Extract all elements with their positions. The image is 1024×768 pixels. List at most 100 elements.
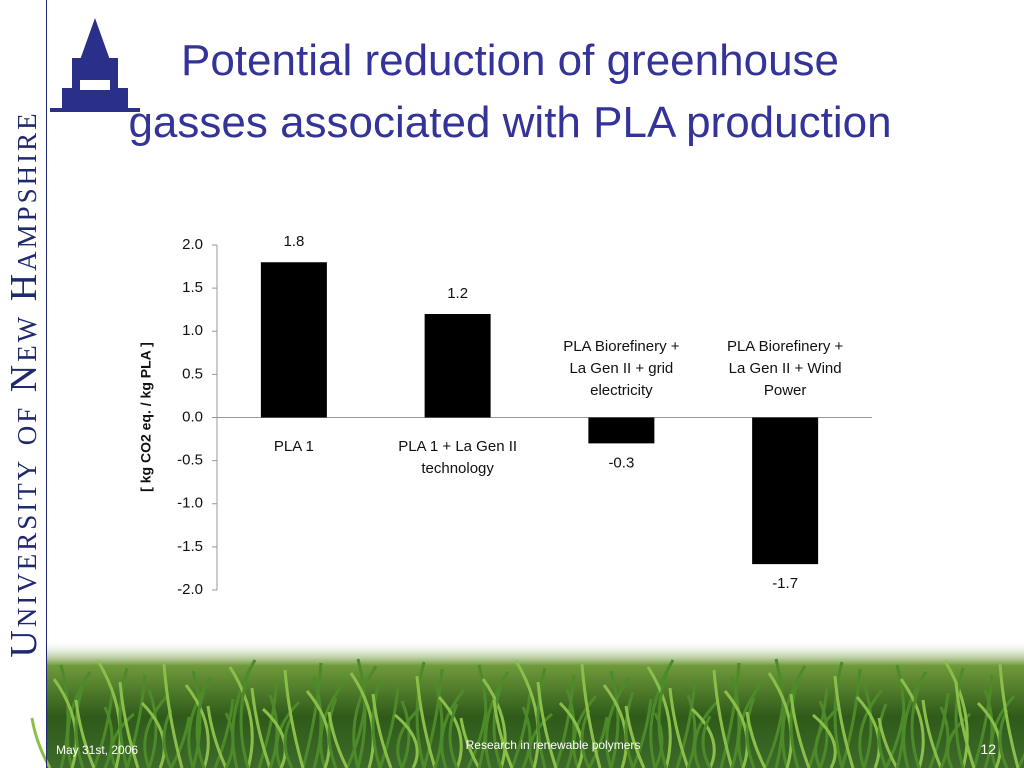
corn-blade: [356, 658, 367, 768]
corn-blade: [66, 671, 92, 768]
category-label-box: PLA Biorefinery + La Gen II + grid elect…: [563, 337, 680, 399]
corn-blade: [624, 705, 646, 768]
corn-blade: [481, 678, 507, 768]
corn-blade: [877, 703, 888, 768]
corn-blade: [448, 703, 459, 768]
corn-blade: [895, 664, 906, 768]
corn-blade: [239, 673, 250, 768]
corn-blade: [213, 698, 235, 768]
corn-blade: [983, 688, 994, 768]
corn-blade: [536, 681, 558, 768]
corn-blade: [422, 668, 444, 768]
corn-blade: [902, 671, 928, 768]
corn-blade: [521, 706, 532, 768]
corn-blade: [690, 707, 716, 768]
corn-blade: [305, 690, 331, 768]
value-label: 1.8: [283, 233, 304, 250]
corn-blade: [565, 688, 576, 768]
corn-blade: [605, 677, 631, 768]
corn-blade: [675, 680, 697, 768]
corn-blade: [774, 658, 785, 768]
y-tick-label: -2.0: [177, 581, 203, 598]
y-axis-label: [ kg CO2 eq. / kg PLA ]: [138, 342, 154, 492]
corn-blade: [528, 712, 553, 768]
corn-blade: [928, 692, 950, 768]
corn-blade: [862, 682, 873, 768]
y-tick-label: -0.5: [177, 452, 203, 469]
corn-blade: [327, 697, 338, 768]
corn-blade: [191, 670, 202, 768]
corn-blade: [110, 712, 135, 768]
corn-blade: [554, 674, 576, 768]
corn-blade: [319, 683, 345, 768]
corn-blade: [723, 690, 749, 768]
y-tick-label: 1.0: [182, 322, 203, 339]
corn-blade: [492, 685, 503, 768]
corn-blade: [125, 674, 147, 768]
corn-blade: [668, 687, 690, 768]
corn-blade: [140, 701, 166, 768]
corn-blade: [998, 663, 1020, 768]
corn-blade: [162, 663, 184, 768]
corn-blade: [459, 717, 481, 768]
corn-blade: [972, 674, 994, 768]
x-tick-label: PLA 1: [273, 437, 314, 455]
corn-blade: [701, 715, 712, 768]
corn-blade: [693, 700, 719, 768]
corn-blade: [921, 699, 943, 768]
corn-blade: [990, 695, 1016, 768]
corn-blade: [789, 679, 800, 768]
corn-blade: [147, 688, 158, 768]
corn-blade: [767, 672, 793, 768]
corn-blade: [184, 684, 210, 768]
sidebar: University of New Hampshire: [2, 0, 47, 768]
corn-blade: [939, 706, 950, 768]
corn-blade: [737, 683, 763, 768]
corn-blade: [352, 665, 378, 768]
corn-blade: [59, 664, 70, 768]
corn-blade: [609, 670, 620, 768]
corn-blade: [283, 715, 294, 768]
corn-blade: [686, 694, 697, 768]
corn-blade: [378, 686, 400, 768]
corn-blade: [858, 689, 884, 768]
corn-blade: [657, 673, 668, 768]
x-tick-label: PLA Biorefinery + La Gen II + Wind Power: [726, 337, 844, 399]
corn-blade: [477, 664, 488, 768]
corn-blade: [92, 692, 114, 768]
corn-blade: [745, 711, 767, 768]
corn-blade: [719, 662, 741, 768]
corn-blade: [96, 660, 122, 768]
corn-blade: [30, 717, 52, 768]
corn-blade: [118, 667, 129, 768]
corn-blade: [587, 716, 609, 768]
corn-blade: [624, 691, 635, 768]
corn-blade: [440, 689, 466, 768]
footer-center: Research in renewable polymers: [465, 738, 641, 752]
corn-blade: [195, 691, 206, 768]
corn-blade: [514, 660, 540, 768]
corn-blade: [400, 700, 411, 768]
x-tick-label: PLA Biorefinery + La Gen II + grid elect…: [563, 337, 680, 399]
corn-blade: [52, 678, 78, 768]
corn-blade: [143, 695, 169, 768]
logo: [50, 18, 140, 112]
corn-blade: [649, 659, 675, 768]
corn-blade: [833, 661, 844, 768]
corn-blade: [437, 695, 463, 768]
corn-blade: [536, 667, 547, 768]
corn-blade: [789, 693, 811, 768]
corn-blade: [814, 706, 840, 768]
corn-blade: [371, 679, 382, 768]
corn-blade: [283, 669, 305, 768]
corn-blade: [572, 695, 598, 768]
category-label-box: PLA 1 + La Gen II technology: [398, 438, 517, 477]
corn-blade: [74, 685, 85, 768]
corn-blade: [349, 672, 375, 768]
corn-blade: [231, 659, 257, 768]
corn-blade: [492, 699, 514, 768]
corn-blade: [631, 698, 653, 768]
bar: [424, 314, 491, 418]
corn-blade: [1016, 752, 1024, 768]
corn-blade: [910, 685, 921, 768]
